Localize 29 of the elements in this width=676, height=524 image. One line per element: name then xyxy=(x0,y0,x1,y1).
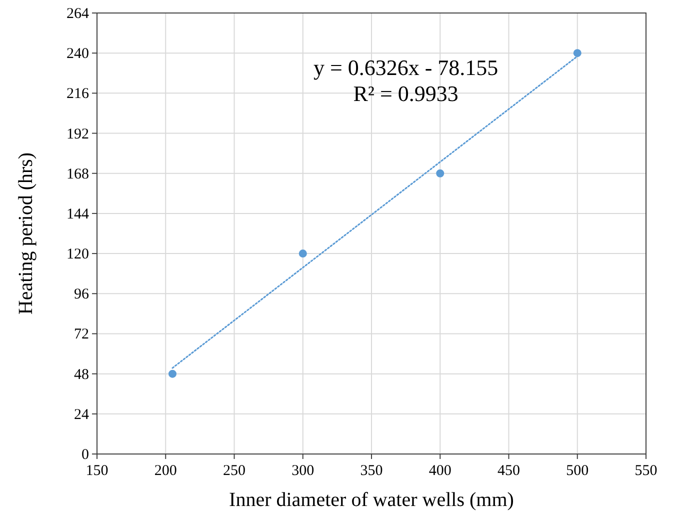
y-tick-label: 24 xyxy=(74,406,90,423)
point xyxy=(436,169,444,178)
x-tick-label: 550 xyxy=(634,463,658,479)
y-tick-label: 144 xyxy=(66,206,90,222)
point xyxy=(298,250,307,258)
y-tick-label: 264 xyxy=(66,6,90,22)
x-tick-label: 150 xyxy=(86,463,108,479)
x-tick-label: 450 xyxy=(498,463,520,479)
x-tick-label: 200 xyxy=(154,463,177,479)
x-tick-label: 350 xyxy=(360,463,383,479)
x-tick-label: 500 xyxy=(566,463,589,479)
y-tick-label: 120 xyxy=(66,246,89,263)
annotation: R² = 0.9933 xyxy=(353,81,458,106)
x-tick-label: 250 xyxy=(223,463,246,479)
x-tick-label: 400 xyxy=(428,463,452,479)
y-tick-label: 216 xyxy=(66,86,90,102)
point xyxy=(168,370,176,378)
y-tick-label: 240 xyxy=(66,46,89,62)
y-tick-label: 192 xyxy=(66,126,89,142)
y-tick-label: 48 xyxy=(74,366,89,383)
point xyxy=(573,49,582,58)
y-tick-label: 168 xyxy=(66,166,89,182)
y-tick-label: 0 xyxy=(82,447,89,463)
x-axis-title: Inner diameter of water wells (mm) xyxy=(229,489,514,511)
y-tick-label: 72 xyxy=(74,326,89,343)
y-axis-title: Heating period (hrs) xyxy=(15,152,37,315)
x-tick-label: 300 xyxy=(292,463,314,479)
y-tick-label: 96 xyxy=(74,286,90,303)
annotation: y = 0.6326x - 78.155 xyxy=(313,55,498,80)
